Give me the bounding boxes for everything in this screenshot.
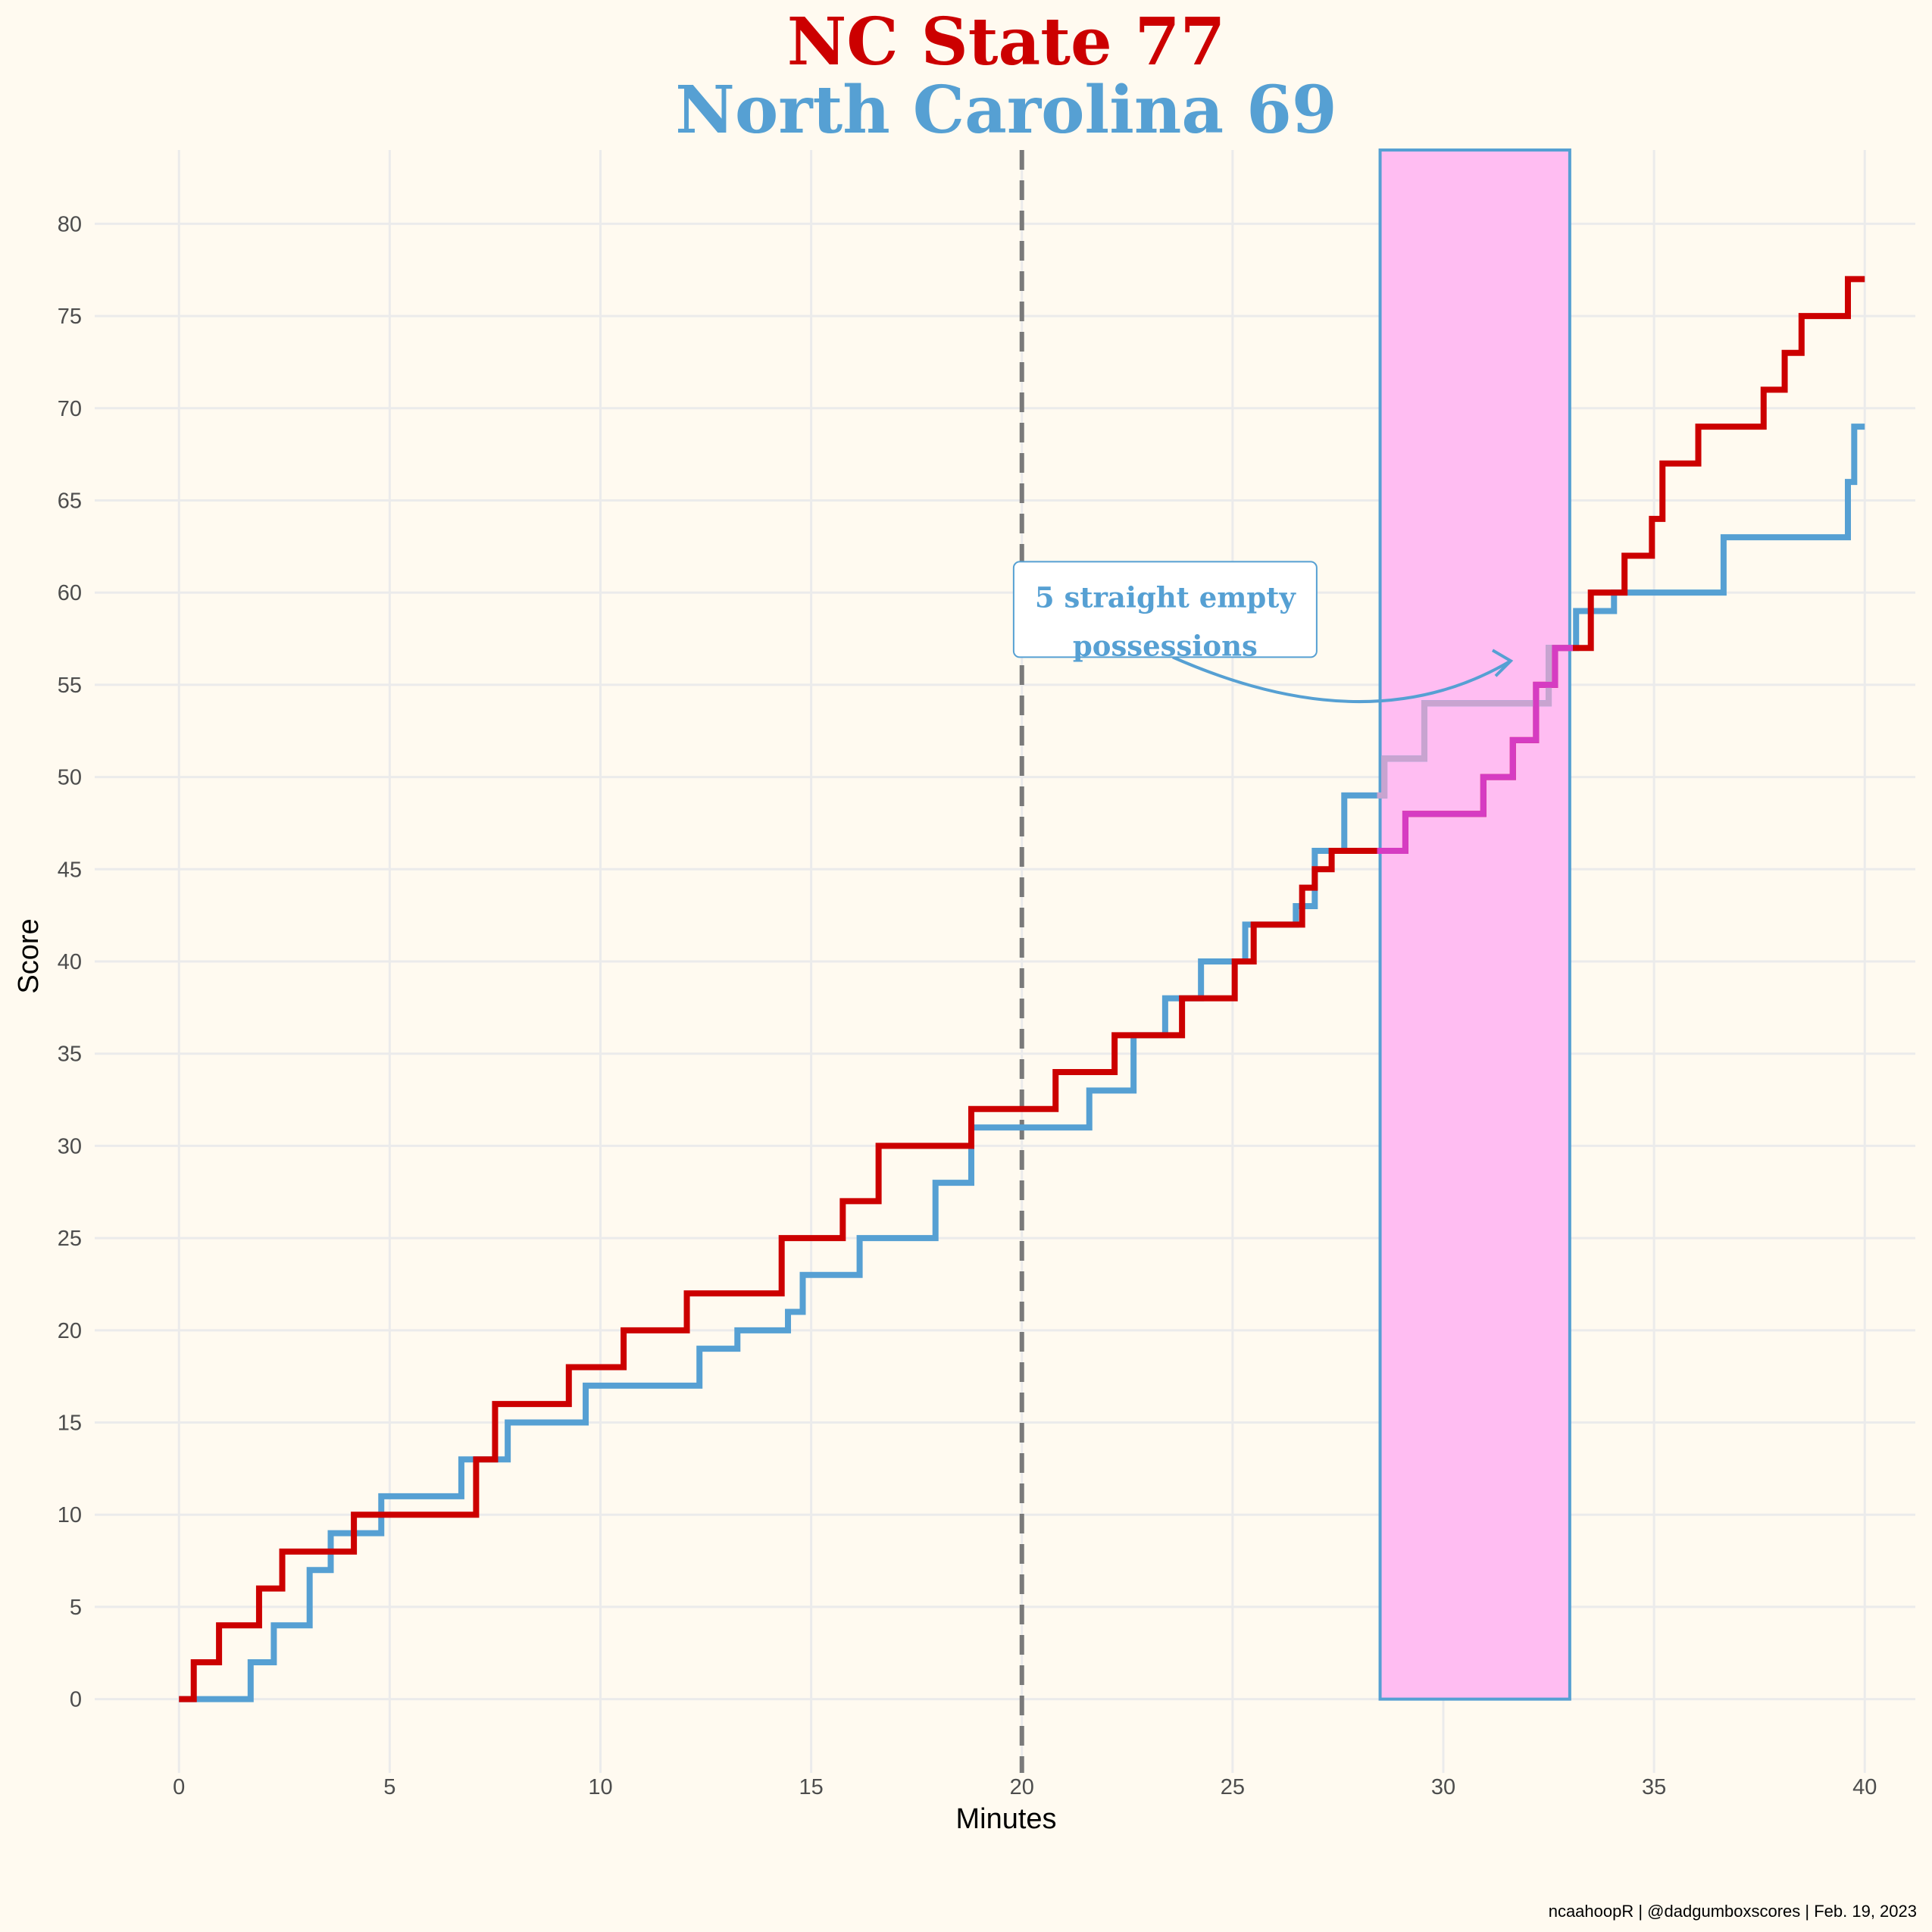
chart-title: NC State 77: [787, 4, 1226, 80]
y-tick-label: 50: [58, 766, 82, 790]
chart-subtitle: North Carolina 69: [675, 72, 1337, 148]
x-axis-label: Minutes: [955, 1803, 1056, 1835]
x-tick-label: 40: [1852, 1775, 1877, 1799]
y-tick-label: 25: [58, 1227, 82, 1251]
y-tick-label: 70: [58, 397, 82, 421]
x-tick-labels: 0 5 10 15 20 25 30 35 40: [173, 1775, 1877, 1799]
highlight-region: [1378, 148, 1571, 1701]
y-tick-label: 60: [58, 581, 82, 605]
y-tick-label: 75: [58, 305, 82, 329]
y-tick-label: 65: [58, 489, 82, 513]
x-tick-label: 20: [1010, 1775, 1034, 1799]
y-tick-label: 15: [58, 1411, 82, 1436]
y-tick-label: 20: [58, 1319, 82, 1343]
annotation-line1: 5 straight empty: [1035, 580, 1296, 614]
x-tick-label: 10: [588, 1775, 612, 1799]
y-tick-labels: 0 5 10 15 20 25 30 35 40 45 50 55 60 65 70 75 80: [58, 212, 82, 1712]
score-series: [179, 276, 1865, 1702]
annotation-arrow: [1172, 655, 1512, 704]
x-tick-label: 35: [1642, 1775, 1666, 1799]
y-tick-label: 40: [58, 950, 82, 974]
annotation-line2: possessions: [1073, 629, 1258, 662]
y-tick-label: 45: [58, 858, 82, 882]
series-highlight-north-carolina: [1377, 645, 1573, 799]
x-tick-label: 0: [173, 1775, 185, 1799]
y-tick-label: 35: [58, 1043, 82, 1067]
y-tick-label: 0: [70, 1688, 82, 1712]
caption: ncaahoopR | @dadgumboxscores | Feb. 19, …: [1549, 1902, 1917, 1921]
x-tick-label: 30: [1431, 1775, 1455, 1799]
annotation-box: [1012, 561, 1318, 658]
x-tick-label: 5: [383, 1775, 395, 1799]
grid-lines: [95, 150, 1915, 1773]
series-line-nc-state: [179, 276, 1865, 1702]
annotation-arrowhead: [1491, 649, 1514, 677]
highlight-rect: [1378, 148, 1571, 1701]
y-tick-label: 80: [58, 212, 82, 236]
y-tick-label: 30: [58, 1134, 82, 1158]
annotation: 5 straight empty possessions: [1012, 561, 1514, 704]
x-tick-label: 25: [1221, 1775, 1245, 1799]
y-tick-label: 10: [58, 1503, 82, 1527]
y-tick-label: 5: [70, 1596, 82, 1620]
y-axis-label: Score: [13, 918, 45, 993]
series-highlight-nc-state: [1377, 645, 1573, 854]
y-tick-label: 55: [58, 674, 82, 698]
x-tick-label: 15: [799, 1775, 823, 1799]
